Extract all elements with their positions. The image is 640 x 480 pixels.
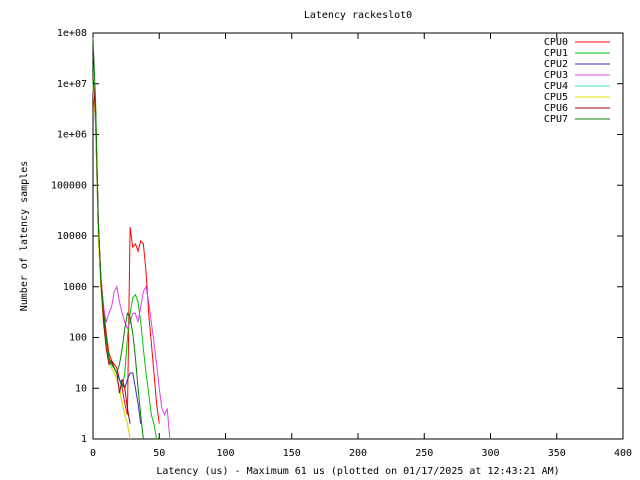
x-axis-label: Latency (us) - Maximum 61 us (plotted on… — [156, 466, 559, 477]
y-tick-label: 10000 — [57, 231, 87, 242]
y-tick-label: 1e+08 — [57, 28, 87, 39]
legend-label: CPU5 — [544, 92, 568, 103]
series-line — [92, 88, 171, 440]
y-tick-label: 1e+07 — [57, 79, 87, 90]
legend-label: CPU4 — [544, 81, 568, 92]
series-line — [92, 86, 131, 440]
legend-label: CPU7 — [544, 114, 568, 125]
x-tick-label: 350 — [548, 448, 566, 459]
y-tick-label: 1e+06 — [57, 130, 87, 141]
series-line — [92, 37, 144, 440]
legend-label: CPU2 — [544, 59, 568, 70]
legend-label: CPU1 — [544, 48, 568, 59]
x-tick-label: 400 — [614, 448, 632, 459]
x-tick-label: 250 — [415, 448, 433, 459]
y-tick-label: 1 — [81, 434, 87, 445]
x-tick-label: 50 — [153, 448, 165, 459]
x-tick-label: 100 — [216, 448, 234, 459]
legend-label: CPU3 — [544, 70, 568, 81]
y-tick-label: 100000 — [51, 180, 87, 191]
legend-label: CPU0 — [544, 37, 568, 48]
y-tick-label: 10 — [75, 383, 87, 394]
chart-title: Latency rackeslot0 — [304, 10, 412, 21]
x-tick-label: 150 — [283, 448, 301, 459]
legend-label: CPU6 — [544, 103, 568, 114]
x-tick-label: 300 — [481, 448, 499, 459]
y-tick-label: 100 — [69, 333, 87, 344]
y-axis-label: Number of latency samples — [19, 161, 30, 312]
x-tick-label: 0 — [90, 448, 96, 459]
x-tick-label: 200 — [349, 448, 367, 459]
y-tick-label: 1000 — [63, 282, 87, 293]
